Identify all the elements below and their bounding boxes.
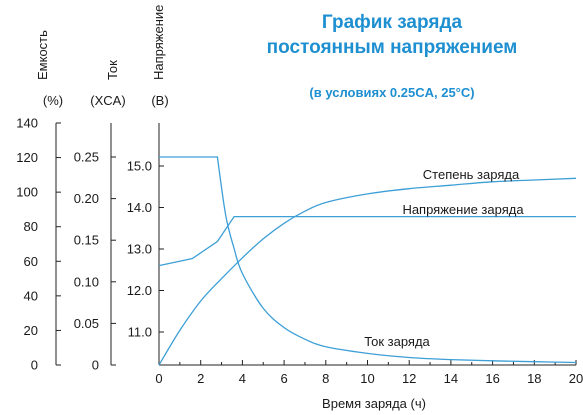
series-line-voltage (158, 215, 576, 267)
chart-subtitle: (в условиях 0.25CA, 25°C) (309, 85, 474, 100)
x-axis-tick-label: 6 (280, 371, 287, 386)
series-line-capacity (158, 177, 577, 366)
current-axis-tick-label: 0.20 (74, 191, 99, 206)
voltage-axis-tick-label: 11.0 (128, 325, 152, 340)
current-axis-tick-label: 0.05 (74, 316, 99, 331)
voltage-axis-tick-label: 15.0 (127, 159, 152, 174)
current-axis-tick-label: 0.10 (74, 274, 99, 289)
capacity-axis-tick-label: 40 (24, 288, 38, 303)
capacity-axis-tick-label: 140 (16, 116, 38, 131)
x-axis-title: Время заряда (ч) (322, 396, 426, 411)
x-axis-tick-label: 8 (322, 371, 329, 386)
x-axis-tick-label: 20 (569, 371, 583, 386)
capacity-axis-tick-label: 60 (24, 254, 38, 269)
capacity-axis-tick-label: 100 (16, 185, 38, 200)
x-axis-tick-label: 14 (444, 371, 458, 386)
tick-layer: 02040608010012014000.050.100.150.200.251… (16, 116, 583, 387)
series-label-state-of-charge: Степень заряда (423, 167, 520, 182)
voltage-axis-tick-label: 14.0 (127, 200, 152, 215)
x-axis-tick-label: 16 (485, 371, 499, 386)
capacity-axis-tick-label: 20 (24, 323, 38, 338)
current-axis-unit: (XCA) (90, 93, 125, 108)
voltage-axis-tick-label: 13.0 (127, 242, 152, 257)
capacity-axis-unit: (%) (43, 93, 63, 108)
x-axis-tick-label: 18 (527, 371, 541, 386)
capacity-axis-tick-label: 120 (16, 150, 38, 165)
series-label-charge-voltage: Напряжение заряда (402, 202, 524, 217)
capacity-axis-tick-label: 0 (31, 358, 38, 373)
voltage-axis-unit: (B) (151, 93, 168, 108)
x-axis-tick-label: 12 (402, 371, 416, 386)
voltage-axis-tick-label: 12.0 (127, 283, 152, 298)
series-layer (158, 156, 577, 366)
capacity-axis-tick-label: 80 (24, 219, 38, 234)
x-axis-tick-label: 2 (197, 371, 204, 386)
x-axis-tick-label: 4 (239, 371, 246, 386)
x-axis-tick-label: 10 (360, 371, 374, 386)
current-axis-label: Ток (105, 60, 120, 80)
series-line-current (159, 156, 577, 364)
current-axis-tick-label: 0.15 (74, 233, 99, 248)
capacity-axis-label: Емкость (35, 30, 50, 80)
chart-title-line-1: График заряда (322, 12, 463, 33)
x-axis-tick-label: 0 (155, 371, 162, 386)
series-label-charge-current: Ток заряда (364, 334, 430, 349)
current-axis-tick-label: 0 (92, 358, 99, 373)
chart-title-line-2: постоянным напряжением (267, 37, 518, 58)
current-axis-tick-label: 0.25 (74, 150, 99, 165)
voltage-axis-label: Напряжение (151, 5, 166, 80)
